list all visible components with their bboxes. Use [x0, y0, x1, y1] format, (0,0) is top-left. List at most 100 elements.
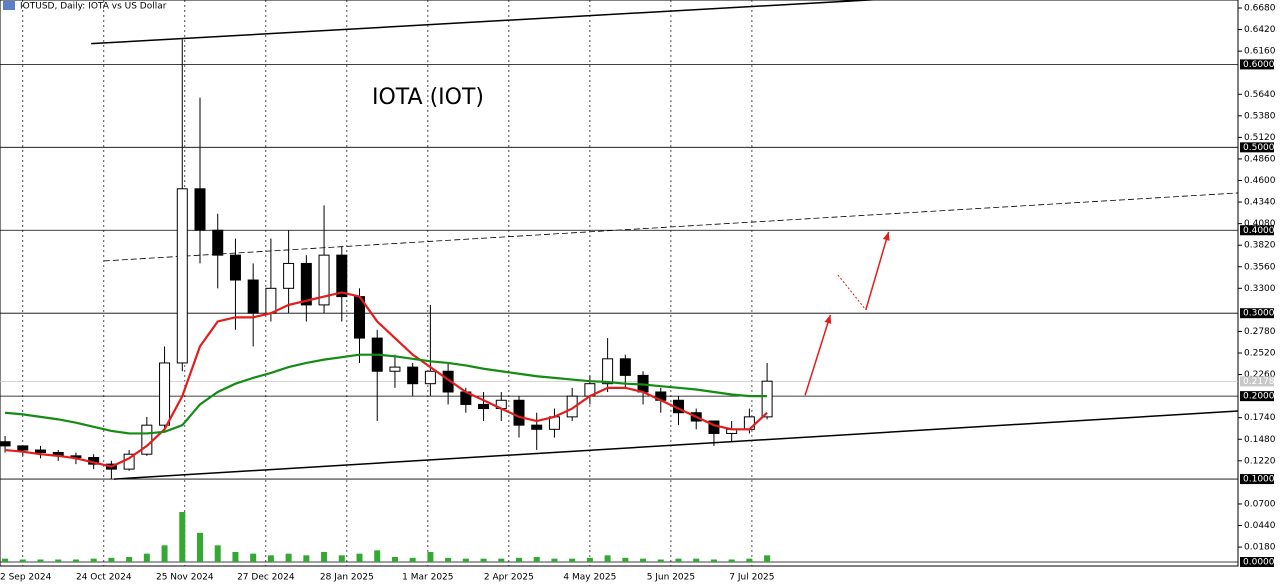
- candle-body: [602, 358, 614, 385]
- moving-average: [4, 353, 768, 435]
- y-tick-label: 0.0700: [1244, 499, 1276, 509]
- candle-body: [318, 254, 330, 306]
- projection-arrow: [837, 274, 867, 311]
- trend-line: [103, 192, 1239, 262]
- volume-bar: [515, 557, 522, 562]
- y-tick-label: 0.3820: [1244, 241, 1276, 251]
- level-label-box: [1240, 308, 1274, 319]
- volume-bar: [2, 558, 9, 562]
- candle-body: [0, 441, 11, 447]
- moving-average: [4, 291, 768, 468]
- candle-body: [424, 370, 436, 385]
- level-label: 0.2000: [1243, 392, 1275, 402]
- volume-bar: [746, 558, 753, 562]
- y-tick-label: 0.3300: [1244, 284, 1276, 294]
- volume-bar: [480, 558, 487, 562]
- volume-bar: [569, 558, 576, 562]
- volume-bar: [391, 557, 398, 562]
- volume-bar: [143, 553, 150, 562]
- volume-bar: [356, 553, 363, 562]
- candle-body: [247, 279, 259, 314]
- y-tick-label: 0.5380: [1244, 111, 1276, 121]
- candle-body: [212, 229, 224, 256]
- y-tick-label: 0.0180: [1244, 543, 1276, 553]
- y-tick-label: 0.5640: [1244, 90, 1276, 100]
- volume-bar: [19, 559, 26, 562]
- candle-body: [531, 424, 543, 430]
- y-tick-label: 0.2520: [1244, 349, 1276, 359]
- volume-bar: [303, 555, 310, 562]
- volume-bar: [445, 557, 452, 562]
- candle-body: [761, 380, 773, 418]
- volume-bar: [764, 555, 771, 562]
- current-price-box: [1240, 376, 1274, 387]
- level-label: 0.0000: [1243, 558, 1275, 568]
- level-label-box: [1240, 391, 1274, 402]
- level-label-box: [1240, 225, 1274, 236]
- volume-bar: [161, 545, 168, 562]
- volume-bar: [214, 545, 221, 562]
- volume-bar: [710, 559, 717, 562]
- candle-body: [300, 262, 312, 306]
- volume-bar: [321, 552, 328, 562]
- y-tick-label: 0.4860: [1244, 154, 1276, 164]
- level-label-box: [1240, 59, 1274, 70]
- volume-bar: [533, 557, 540, 562]
- candle-body: [35, 449, 47, 454]
- volume-bar: [250, 553, 257, 562]
- y-tick-label: 0.0440: [1244, 521, 1276, 531]
- x-tick-label: 7 Jul 2025: [729, 573, 774, 583]
- volume-bar: [622, 557, 629, 562]
- level-label: 0.4000: [1243, 226, 1275, 236]
- y-tick-label: 0.2260: [1244, 370, 1276, 380]
- volume-bar: [728, 559, 735, 562]
- projection-arrow: [804, 314, 832, 396]
- y-tick-label: 0.1740: [1244, 413, 1276, 423]
- x-tick-label: 2 Apr 2025: [484, 573, 534, 583]
- volume-bar: [179, 512, 186, 562]
- y-tick-label: 0.6680: [1244, 4, 1276, 14]
- candle-body: [389, 366, 401, 372]
- volume-bar: [462, 558, 469, 562]
- volume-bar: [657, 559, 664, 562]
- volume-bar: [37, 559, 44, 562]
- level-label: 0.5000: [1243, 143, 1275, 153]
- current-price-label: 0.2178: [1243, 377, 1275, 387]
- candle-body: [442, 370, 454, 393]
- volume-bar: [126, 557, 133, 562]
- y-tick-label: 0.6160: [1244, 47, 1276, 57]
- y-tick-label: 0.6420: [1244, 25, 1276, 35]
- candle-body: [283, 262, 295, 289]
- volume-bar: [693, 558, 700, 562]
- trend-line: [113, 410, 1239, 480]
- candle-body: [159, 362, 171, 426]
- arrow-head: [824, 314, 832, 324]
- level-label-box: [1240, 142, 1274, 153]
- volume-bar: [55, 559, 62, 562]
- volume-bar: [498, 558, 505, 562]
- x-tick-label: 24 Oct 2024: [76, 573, 132, 583]
- volume-bar: [374, 550, 381, 562]
- arrow-head: [882, 231, 890, 241]
- volume-bar: [586, 557, 593, 562]
- candle-body: [265, 287, 277, 314]
- level-label: 0.6000: [1243, 60, 1275, 70]
- volume-bar: [232, 552, 239, 562]
- candle-body: [478, 403, 490, 410]
- level-label: 0.1000: [1243, 475, 1275, 485]
- volume-bar: [108, 557, 115, 562]
- y-tick-label: 0.4340: [1244, 198, 1276, 208]
- y-tick-label: 0.2780: [1244, 327, 1276, 337]
- volume-bar: [604, 555, 611, 562]
- candle-body: [336, 254, 348, 298]
- y-tick-label: 0.5120: [1244, 133, 1276, 143]
- candle-body: [513, 399, 525, 426]
- x-tick-label: 1 Mar 2025: [402, 573, 453, 583]
- volume-bar: [197, 532, 204, 562]
- volume-bar: [427, 552, 434, 562]
- candle-body: [194, 188, 206, 231]
- volume-bar: [551, 558, 558, 562]
- level-label-box: [1240, 557, 1274, 567]
